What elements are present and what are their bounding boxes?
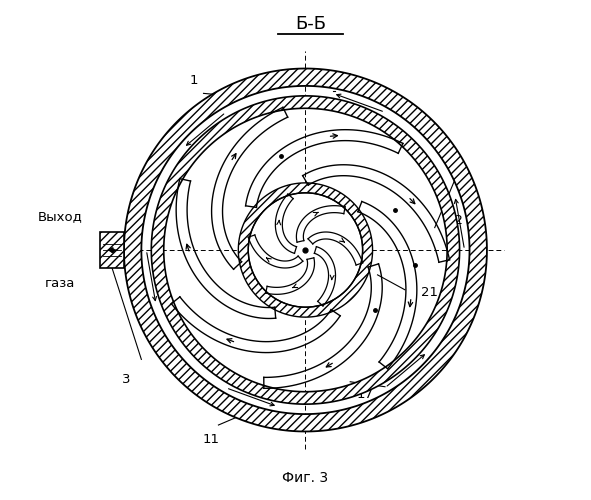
Text: 3: 3 — [122, 373, 131, 386]
Text: Фиг. 3: Фиг. 3 — [282, 470, 329, 484]
Text: 11: 11 — [203, 434, 219, 446]
Circle shape — [248, 193, 363, 307]
Text: 1: 1 — [189, 74, 198, 88]
Text: 22: 22 — [446, 214, 463, 226]
Text: 21: 21 — [421, 286, 439, 299]
PathPatch shape — [151, 96, 460, 404]
Text: 18: 18 — [337, 72, 353, 85]
Bar — [100, 232, 124, 268]
PathPatch shape — [238, 183, 372, 317]
PathPatch shape — [124, 68, 487, 432]
Text: Б-Б: Б-Б — [295, 15, 326, 33]
Text: 17: 17 — [356, 388, 374, 400]
Text: газа: газа — [45, 278, 76, 290]
Text: Выход: Выход — [38, 210, 83, 222]
